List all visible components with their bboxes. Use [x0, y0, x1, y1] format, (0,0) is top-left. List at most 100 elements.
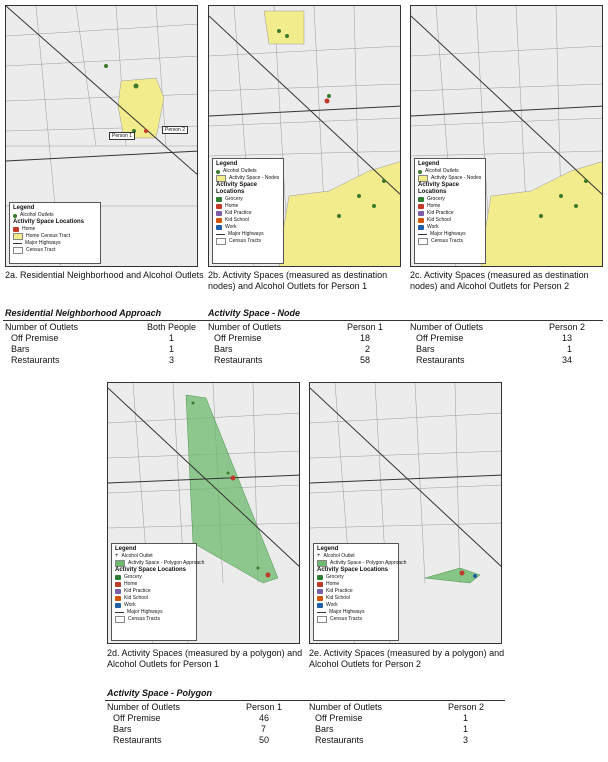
kid-school-icon — [115, 596, 121, 601]
legend-space: Activity Space - Nodes — [431, 175, 482, 181]
polygon-p2-row-label: Bars — [315, 724, 334, 734]
residential-header-label: Number of Outlets — [5, 322, 79, 332]
node-p2-table: Number of Outlets Person 2 Off Premise 1… — [410, 322, 605, 368]
legend-outlets: Alcohol Outlets — [223, 168, 257, 174]
map-2d: Legend + Alcohol Outlet Activity Space - … — [107, 382, 300, 644]
polygon-swatch — [317, 560, 327, 567]
polygon-p1-header-label: Number of Outlets — [107, 702, 181, 712]
map-2c: Legend Alcohol Outlets Activity Space - … — [410, 5, 603, 267]
home-tract-swatch — [13, 233, 23, 240]
caption-2b-line-2: nodes) and Alcohol Outlets for Person 1 — [208, 281, 368, 291]
node-p2-header-label: Number of Outlets — [410, 322, 484, 332]
legend-space: Activity Space - Polygon Approach — [330, 560, 407, 566]
node-p2-row-label: Bars — [416, 344, 435, 354]
legend-title: Legend — [13, 205, 35, 211]
legend-item-home: Home — [427, 203, 441, 209]
legend-item-grocery: Grocery — [427, 196, 445, 202]
legend-outlets: Alcohol Outlets — [425, 168, 459, 174]
residential-table-title: Residential Neighborhood Approach — [5, 308, 162, 318]
node-p2-row-value: 13 — [561, 333, 572, 343]
node-p1-row-value: 18 — [359, 333, 370, 343]
tract-swatch — [418, 238, 428, 245]
node-p2-row-value: 1 — [566, 344, 572, 354]
caption-2a: 2a. Residential Neighborhood and Alcohol… — [5, 270, 204, 280]
legend-item-tracts: Census Tracts — [330, 616, 362, 622]
legend-item-highways: Major Highways — [127, 609, 163, 615]
polygon-p1-row-label: Off Premise — [113, 713, 161, 723]
tract-swatch — [115, 616, 125, 623]
polygon-p1-row-label: Restaurants — [113, 735, 162, 745]
outlet-plus-icon: + — [317, 553, 321, 559]
legend-item-home: Home — [326, 581, 340, 587]
work-icon — [418, 225, 424, 230]
caption-2b: 2b. Activity Spaces (measured as destina… — [208, 270, 387, 292]
legend-item-kid-practice: Kid Practice — [326, 588, 353, 594]
table-rule-1 — [3, 320, 603, 321]
kid-practice-icon — [115, 589, 121, 594]
legend-item-work: Work — [225, 224, 237, 230]
polygon-p1-row-value: 46 — [258, 713, 269, 723]
node-p1-table: Number of Outlets Person 1 Off Premise 1… — [208, 322, 403, 368]
kid-school-icon — [418, 218, 424, 223]
legend-item-tracts: Census Tracts — [128, 616, 160, 622]
map-2d-legend: Legend + Alcohol Outlet Activity Space - … — [111, 543, 204, 641]
caption-2e-line-1: 2e. Activity Spaces (measured by a polyg… — [309, 648, 505, 658]
highway-icon — [13, 243, 22, 244]
residential-header-value: Both People — [146, 322, 196, 332]
legend-item-tract: Census Tract — [26, 247, 56, 253]
nodes-swatch — [216, 175, 226, 182]
highway-icon — [115, 612, 124, 613]
legend-item-tracts: Census Tracts — [431, 238, 463, 244]
home-icon — [317, 582, 323, 587]
nodes-swatch — [418, 175, 428, 182]
legend-item-kid-practice: Kid Practice — [225, 210, 252, 216]
legend-title: Legend — [317, 546, 339, 552]
node-p1-row-label: Off Premise — [214, 333, 262, 343]
polygon-p2-table: Number of Outlets Person 2 Off Premise 1… — [309, 702, 504, 748]
highway-icon — [317, 612, 326, 613]
legend-section: Activity Space Locations — [13, 219, 85, 225]
person-2-marker: Person 2 — [162, 126, 189, 134]
polygon-p1-row-label: Bars — [113, 724, 132, 734]
polygon-p2-row-label: Off Premise — [315, 713, 363, 723]
legend-outlets: Alcohol Outlet — [121, 553, 153, 559]
legend-space: Activity Space - Nodes — [229, 175, 280, 181]
work-icon — [317, 603, 323, 608]
legend-section: Activity Space Locations — [317, 567, 389, 573]
kid-practice-icon — [317, 589, 323, 594]
legend-item-grocery: Grocery — [124, 574, 142, 580]
legend-item-kid-practice: Kid Practice — [124, 588, 151, 594]
highway-icon — [418, 234, 427, 235]
legend-item-kid-practice: Kid Practice — [427, 210, 454, 216]
caption-2e-line-2: Alcohol Outlets for Person 2 — [309, 659, 422, 669]
grocery-icon — [216, 197, 222, 202]
node-p1-row-value: 58 — [359, 355, 370, 365]
home-icon — [13, 227, 19, 232]
legend-item-kid-school: Kid School — [124, 595, 148, 601]
map-2c-canvas — [411, 6, 602, 266]
highway-icon — [216, 234, 225, 235]
person-1-marker: Person 1 — [109, 132, 136, 140]
kid-practice-icon — [216, 211, 222, 216]
legend-item-grocery: Grocery — [225, 196, 243, 202]
node-p2-row-value: 34 — [561, 355, 572, 365]
node-p1-row-value: 2 — [364, 344, 370, 354]
legend-title: Legend — [115, 546, 137, 552]
residential-row-value: 1 — [168, 344, 174, 354]
tract-swatch — [317, 616, 327, 623]
polygon-p1-header-value: Person 1 — [245, 702, 282, 712]
caption-2b-line-1: 2b. Activity Spaces (measured as destina… — [208, 270, 388, 280]
map-2c-legend: Legend Alcohol Outlets Activity Space - … — [414, 158, 486, 264]
legend-item-kid-school: Kid School — [225, 217, 249, 223]
outlet-icon — [13, 213, 17, 218]
map-2b-canvas — [209, 6, 400, 266]
legend-item-grocery: Grocery — [326, 574, 344, 580]
legend-item-home: Home — [225, 203, 239, 209]
legend-item-kid-school: Kid School — [427, 217, 451, 223]
polygon-p2-header-value: Person 2 — [447, 702, 484, 712]
legend-item-home-tract: Home Census Tract — [26, 233, 71, 239]
map-2a-legend: Legend Alcohol Outlets Activity Space Lo… — [9, 202, 101, 264]
home-icon — [418, 204, 424, 209]
kid-school-icon — [317, 596, 323, 601]
outlet-icon — [418, 169, 422, 174]
